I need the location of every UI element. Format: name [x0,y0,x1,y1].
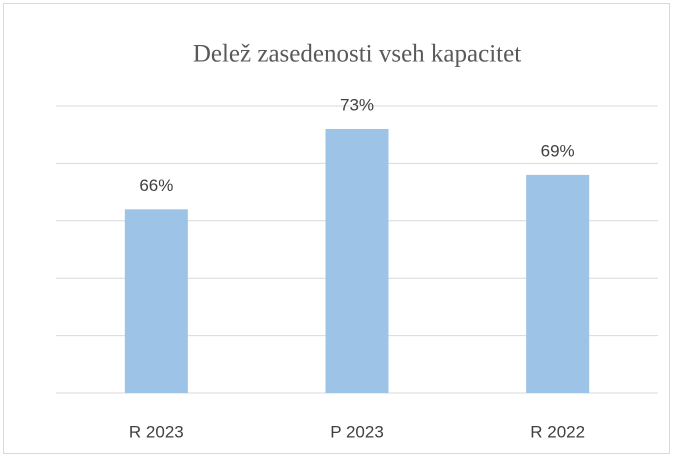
x-tick-label: P 2023 [330,422,384,441]
data-label: 69% [541,141,575,160]
bar [526,174,590,393]
data-label: 66% [139,176,173,195]
bar [325,128,389,393]
data-label: 73% [340,95,374,114]
bar [124,209,188,393]
x-tick-label: R 2022 [530,422,585,441]
chart-title: Delež zasedenosti vseh kapacitet [193,41,521,68]
x-tick-label: R 2023 [129,422,184,441]
